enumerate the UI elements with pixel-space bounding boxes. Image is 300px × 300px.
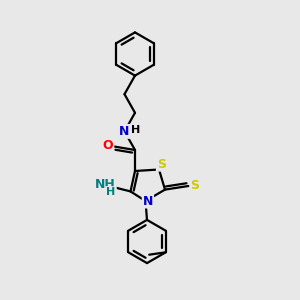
Text: S: S: [190, 179, 200, 192]
Text: H: H: [131, 125, 140, 135]
Text: N: N: [119, 125, 130, 138]
Text: O: O: [103, 139, 113, 152]
Text: N: N: [143, 194, 153, 208]
Text: S: S: [157, 158, 166, 171]
Text: H: H: [106, 187, 115, 197]
Text: NH: NH: [95, 178, 116, 191]
